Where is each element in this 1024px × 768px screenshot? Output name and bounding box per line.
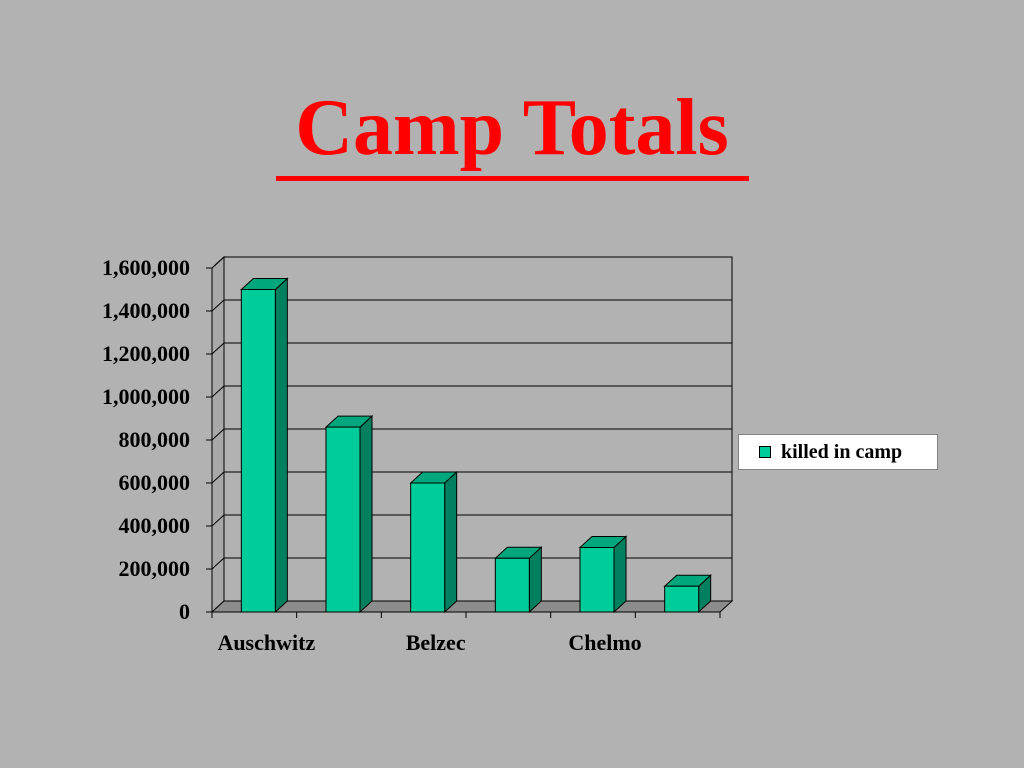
bar [494,546,543,614]
bar [578,535,628,614]
y-tick-label: 1,600,000 [102,255,190,280]
y-tick-label: 800,000 [119,427,191,452]
bar-front [494,557,530,613]
y-tick-label: 600,000 [119,470,191,495]
y-tick-label: 200,000 [119,556,191,581]
gridline-side [211,471,225,484]
gridline-side [211,557,225,570]
x-tick-label: Auschwitz [217,630,315,655]
title-underline [276,176,749,181]
chart-axes [206,267,721,618]
y-axis-tick-labels: 0 200,000 400,000 600,000 800,000 1,000,000 1,… [102,255,190,624]
bar-front [240,289,276,613]
chart-walls [210,255,734,614]
gridline-side [211,256,225,269]
bar [324,414,374,614]
gridline-side [211,342,225,355]
gridline-side [211,299,225,312]
bar-side [613,535,627,614]
chart-legend: killed in camp [738,434,938,470]
slide-title: Camp Totals [0,88,1024,174]
bar [240,277,289,614]
bar-front [410,482,446,613]
chart-bars [240,277,712,614]
y-tick-label: 1,200,000 [102,341,190,366]
bar-side [359,414,373,614]
y-tick-label: 1,400,000 [102,298,190,323]
x-tick-label: Belzec [406,630,466,655]
bar-front [664,585,700,613]
x-tick-label: Chelmo [568,630,641,655]
y-tick-label: 0 [179,599,190,624]
chart-gridlines [211,256,732,570]
slide-title-text: Camp Totals [295,84,729,172]
gridline-side [211,428,225,441]
legend-swatch [759,446,771,458]
chart-floor [210,600,734,613]
bar-front [325,426,361,613]
bar [663,574,712,614]
legend-label: killed in camp [781,440,903,463]
bar-side [444,470,458,614]
bar [409,470,458,614]
y-tick-label: 1,000,000 [102,384,190,409]
bar-front [579,547,615,613]
gridline-side [211,385,225,398]
bar-side [274,277,288,614]
gridline-side [211,514,225,527]
y-tick-label: 400,000 [119,513,191,538]
x-axis-tick-labels: Auschwitz Belzec Chelmo [217,630,641,655]
